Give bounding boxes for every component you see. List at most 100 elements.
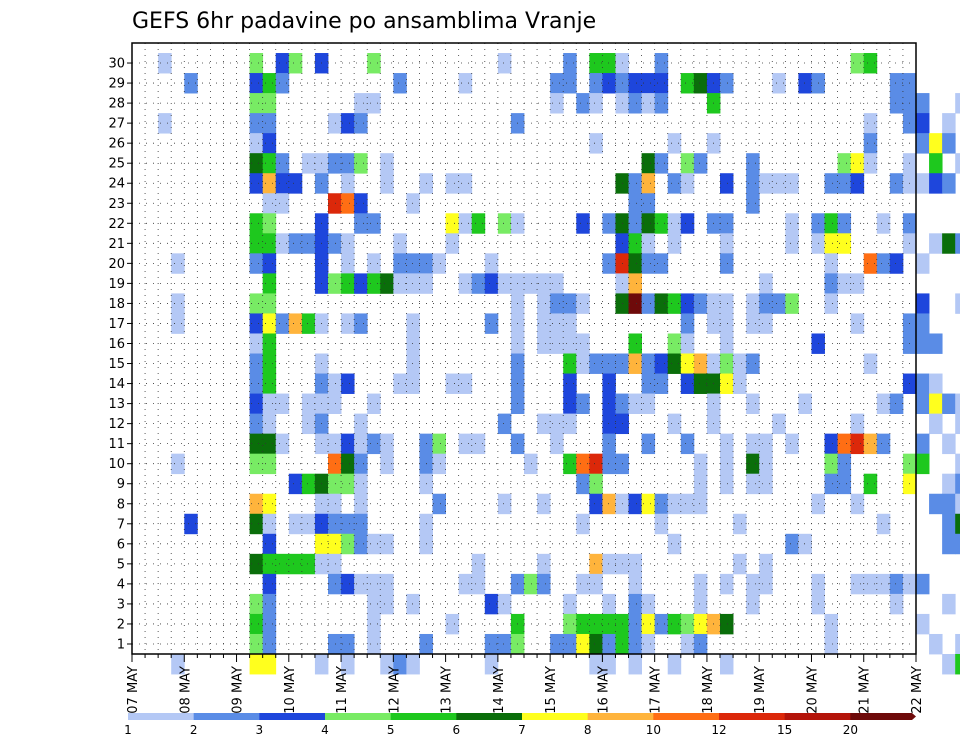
precip-cell bbox=[393, 253, 407, 274]
precip-cell bbox=[916, 573, 930, 595]
precip-cell bbox=[837, 473, 852, 495]
precip-cell bbox=[406, 313, 420, 334]
precip-cell bbox=[406, 273, 420, 294]
precip-cell bbox=[275, 233, 290, 254]
precip-cell bbox=[563, 53, 577, 74]
precip-cell bbox=[863, 473, 878, 495]
precip-cell bbox=[262, 213, 277, 234]
precip-cell bbox=[249, 173, 264, 194]
precip-cell bbox=[262, 93, 277, 114]
precip-cell bbox=[693, 73, 708, 94]
precip-cell bbox=[667, 613, 682, 635]
precip-cell bbox=[693, 573, 708, 595]
precip-cell bbox=[680, 633, 695, 655]
precip-cell bbox=[785, 293, 799, 314]
precip-cell bbox=[301, 233, 316, 254]
precip-cell bbox=[406, 333, 420, 354]
precip-cell bbox=[824, 453, 838, 475]
precip-cell bbox=[916, 453, 930, 475]
precip-cell bbox=[262, 253, 277, 274]
precip-cell bbox=[563, 613, 577, 635]
precip-cell bbox=[602, 353, 616, 374]
precip-cell bbox=[628, 193, 642, 214]
x-tick-label: 20 MAY bbox=[805, 666, 820, 714]
precip-cell bbox=[641, 373, 656, 394]
precip-cell bbox=[262, 413, 277, 435]
precip-cell bbox=[262, 633, 277, 655]
precip-cell bbox=[589, 53, 603, 74]
precip-cell bbox=[916, 293, 930, 314]
precip-cell bbox=[341, 373, 355, 394]
y-tick-label: 1 bbox=[117, 637, 125, 652]
precip-cell bbox=[654, 353, 669, 374]
precip-cell bbox=[628, 233, 642, 254]
precip-cell bbox=[262, 533, 277, 555]
y-tick-label: 12 bbox=[108, 417, 125, 432]
precip-cell bbox=[484, 633, 499, 655]
grid-layer bbox=[132, 43, 916, 654]
precip-cell bbox=[367, 613, 381, 635]
precip-cell bbox=[955, 493, 960, 515]
precip-cell bbox=[876, 513, 891, 535]
precip-cell bbox=[850, 413, 865, 435]
precip-cell bbox=[680, 433, 695, 455]
precip-cell bbox=[380, 153, 394, 174]
precip-cell bbox=[628, 654, 642, 675]
precip-cell bbox=[249, 353, 264, 374]
precip-cell bbox=[667, 654, 682, 675]
y-tick-label: 23 bbox=[108, 197, 125, 212]
precip-cell bbox=[262, 293, 277, 314]
precip-cell bbox=[380, 433, 394, 455]
precip-cell bbox=[341, 473, 355, 495]
precip-cell bbox=[693, 493, 708, 515]
x-tick-label: 22 MAY bbox=[910, 666, 925, 714]
precip-cell bbox=[341, 193, 355, 214]
precip-cell bbox=[942, 513, 956, 535]
precip-cell bbox=[628, 213, 642, 234]
precip-cell bbox=[550, 73, 564, 94]
x-tick-label: 10 MAY bbox=[283, 666, 298, 714]
precip-cell bbox=[328, 153, 342, 174]
precip-cell bbox=[863, 133, 878, 154]
precip-cell bbox=[328, 373, 342, 394]
precip-cell bbox=[641, 93, 656, 114]
precip-cell bbox=[602, 453, 616, 475]
precip-cell bbox=[785, 533, 799, 555]
precip-cell bbox=[654, 153, 669, 174]
precip-cell bbox=[262, 613, 277, 635]
precip-cell bbox=[354, 273, 368, 294]
precip-cell bbox=[262, 273, 277, 294]
precip-cell bbox=[641, 173, 656, 194]
precip-cell bbox=[262, 173, 277, 194]
precip-cell bbox=[328, 453, 342, 475]
precip-cell bbox=[628, 393, 642, 414]
precip-cell bbox=[249, 313, 264, 334]
precip-cell bbox=[759, 313, 773, 334]
precip-cell bbox=[733, 513, 747, 535]
precip-cell bbox=[406, 253, 420, 274]
precip-cell bbox=[654, 293, 669, 314]
precip-cell bbox=[367, 533, 381, 555]
precip-cell bbox=[863, 353, 878, 374]
precip-cell bbox=[889, 573, 904, 595]
precip-cell bbox=[824, 633, 838, 655]
precip-cell bbox=[602, 654, 616, 675]
legend-label: 5 bbox=[387, 723, 395, 737]
precip-cell bbox=[916, 313, 930, 334]
precip-cell bbox=[589, 93, 603, 114]
y-tick-label: 22 bbox=[108, 217, 125, 232]
precip-cell bbox=[850, 573, 865, 595]
precip-cell bbox=[341, 453, 355, 475]
precip-cell bbox=[733, 353, 747, 374]
precip-cell bbox=[550, 633, 564, 655]
precip-cell bbox=[497, 213, 512, 234]
precip-cell bbox=[863, 153, 878, 174]
precip-cell bbox=[929, 233, 943, 254]
y-tick-label: 13 bbox=[108, 397, 125, 412]
precip-cell bbox=[537, 553, 551, 575]
precip-cell bbox=[889, 173, 904, 194]
y-tick-label: 2 bbox=[117, 617, 125, 632]
precip-cell bbox=[680, 493, 695, 515]
precip-cell bbox=[576, 93, 590, 114]
precip-cell bbox=[576, 633, 590, 655]
